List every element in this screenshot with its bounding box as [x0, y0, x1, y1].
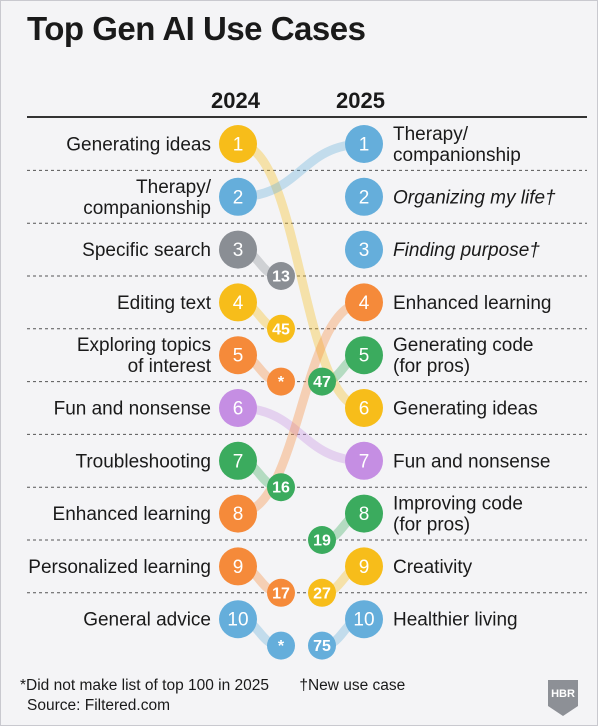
label-2024-rank-6: Fun and nonsense [54, 399, 211, 420]
fall-off-marker-2024-5-number: * [278, 374, 285, 391]
label-2024-rank-9: Personalized learning [28, 557, 211, 578]
label-2025-rank-7: Fun and nonsense [393, 451, 550, 472]
entry-marker-2025-8-number: 19 [313, 533, 331, 550]
fall-off-marker-2024-7 [267, 473, 295, 502]
entry-marker-2025-9 [308, 578, 336, 607]
marker-2025-rank-8 [345, 494, 383, 533]
fall-off-marker-2024-3-number: 13 [272, 269, 290, 286]
connector-2024-6 [233, 403, 369, 466]
entry-marker-2025-10 [308, 631, 336, 660]
marker-2025-rank-4-number: 4 [359, 293, 370, 314]
label-2024-rank-7: Troubleshooting [75, 451, 211, 472]
marker-2025-rank-6-number: 6 [359, 399, 370, 420]
entry-marker-2025-10-number: 75 [313, 638, 331, 655]
marker-2025-rank-7 [345, 441, 383, 480]
marker-2024-rank-9-number: 9 [233, 557, 244, 578]
marker-2024-rank-5 [219, 336, 257, 375]
marker-2024-rank-10-number: 10 [227, 610, 248, 631]
label-2024-rank-3: Specific search [82, 240, 211, 261]
marker-2024-rank-7-number: 7 [233, 451, 244, 472]
fall-off-marker-2024-10 [267, 631, 295, 660]
footnotes: *Did not make list of top 100 in 2025 †N… [20, 677, 405, 695]
marker-2024-rank-4 [219, 283, 257, 322]
marker-2024-rank-8 [219, 494, 257, 533]
footnote-dagger: †New use case [299, 677, 406, 694]
marker-2024-rank-1-number: 1 [233, 135, 244, 156]
fall-off-marker-2024-4-number: 45 [272, 321, 290, 338]
label-2024-rank-2: Therapy/companionship [83, 177, 212, 219]
label-2025-rank-6: Generating ideas [393, 399, 538, 420]
label-2025-rank-4: Enhanced learning [393, 293, 551, 314]
source-note: Source: Filtered.com [27, 697, 170, 714]
hbr-shield-icon [548, 680, 578, 716]
slope-chart: 1 2 13 3 45 4 * 5 6 16 7 8 17 9 * 10 1 2 3 4 47 5 6 7 19 8 27 9 75 10… [27, 124, 587, 660]
label-2024-rank-1: Generating ideas [66, 135, 211, 156]
marker-2024-rank-8-number: 8 [233, 504, 244, 525]
marker-2024-rank-3-number: 3 [233, 240, 244, 261]
fall-off-marker-2024-10-number: * [278, 638, 285, 655]
marker-2025-rank-5 [345, 336, 383, 375]
marker-2025-rank-10 [345, 600, 383, 639]
connector-2024-2 [233, 139, 369, 202]
marker-2025-rank-6 [345, 389, 383, 427]
marker-2025-rank-8-number: 8 [359, 504, 370, 525]
marker-2025-rank-7-number: 7 [359, 451, 370, 472]
entry-marker-2025-5 [308, 367, 336, 396]
label-2025-rank-10: Healthier living [393, 610, 518, 631]
label-2025-rank-8: Improving code (for pros) [393, 494, 523, 536]
label-2025-rank-9: Creativity [393, 557, 473, 578]
marker-2025-rank-2-number: 2 [359, 187, 370, 208]
entry-marker-2025-5-number: 47 [313, 374, 331, 391]
entry-marker-2025-8 [308, 526, 336, 554]
label-2024-rank-5: Exploring topics of interest [77, 335, 212, 377]
label-2025-rank-1: Therapy/companionship [393, 124, 521, 166]
label-2025-rank-5: Generating code (for pros) [393, 335, 534, 377]
connector-2024-1 [233, 139, 369, 413]
marker-2024-rank-3 [219, 230, 257, 269]
label-2024-rank-8: Enhanced learning [53, 504, 211, 525]
fall-off-marker-2024-9-number: 17 [272, 585, 290, 602]
rank-markers: 1 2 13 3 45 4 * 5 6 16 7 8 17 9 * 10 1 2 3 4 47 5 6 7 19 8 27 9 75 10 [219, 125, 383, 660]
marker-2025-rank-5-number: 5 [359, 346, 370, 367]
marker-2025-rank-9 [345, 547, 383, 586]
fall-off-marker-2024-7-number: 16 [272, 480, 290, 497]
footnote-star: *Did not make list of top 100 in 2025 [20, 677, 270, 694]
marker-2025-rank-1-number: 1 [359, 135, 370, 156]
marker-2025-rank-3 [345, 230, 383, 269]
entry-marker-2025-9-number: 27 [313, 585, 331, 602]
marker-2024-rank-2-number: 2 [233, 187, 244, 208]
marker-2025-rank-1 [345, 125, 383, 163]
label-2024-rank-10: General advice [83, 610, 211, 631]
marker-2025-rank-10-number: 10 [353, 610, 374, 631]
marker-2024-rank-7 [219, 441, 257, 480]
marker-2024-rank-6 [219, 389, 257, 427]
marker-2025-rank-2 [345, 177, 383, 216]
hbr-logo: HBR [548, 680, 578, 716]
marker-2025-rank-3-number: 3 [359, 240, 370, 261]
marker-2024-rank-6-number: 6 [233, 399, 244, 420]
hbr-logo-text: HBR [551, 688, 575, 700]
fall-off-marker-2024-5 [267, 367, 295, 396]
year-2024-header: 2024 [211, 88, 260, 113]
marker-2024-rank-5-number: 5 [233, 346, 244, 367]
fall-off-marker-2024-9 [267, 578, 295, 607]
year-2025-header: 2025 [336, 88, 385, 113]
marker-2024-rank-9 [219, 547, 257, 586]
header-rule [27, 116, 587, 118]
chart-title: Top Gen AI Use Cases [27, 10, 366, 47]
marker-2024-rank-1 [219, 125, 257, 163]
connector-2024-8 [233, 297, 369, 519]
marker-2024-rank-10 [219, 600, 257, 639]
label-2024-rank-4: Editing text [117, 293, 212, 314]
fall-off-marker-2024-4 [267, 314, 295, 343]
label-2025-rank-3: Finding purpose† [393, 240, 540, 261]
marker-2025-rank-9-number: 9 [359, 557, 370, 578]
marker-2024-rank-4-number: 4 [233, 293, 244, 314]
marker-2025-rank-4 [345, 283, 383, 322]
marker-2024-rank-2 [219, 177, 257, 216]
label-2025-rank-2: Organizing my life† [393, 187, 556, 208]
fall-off-marker-2024-3 [267, 262, 295, 290]
